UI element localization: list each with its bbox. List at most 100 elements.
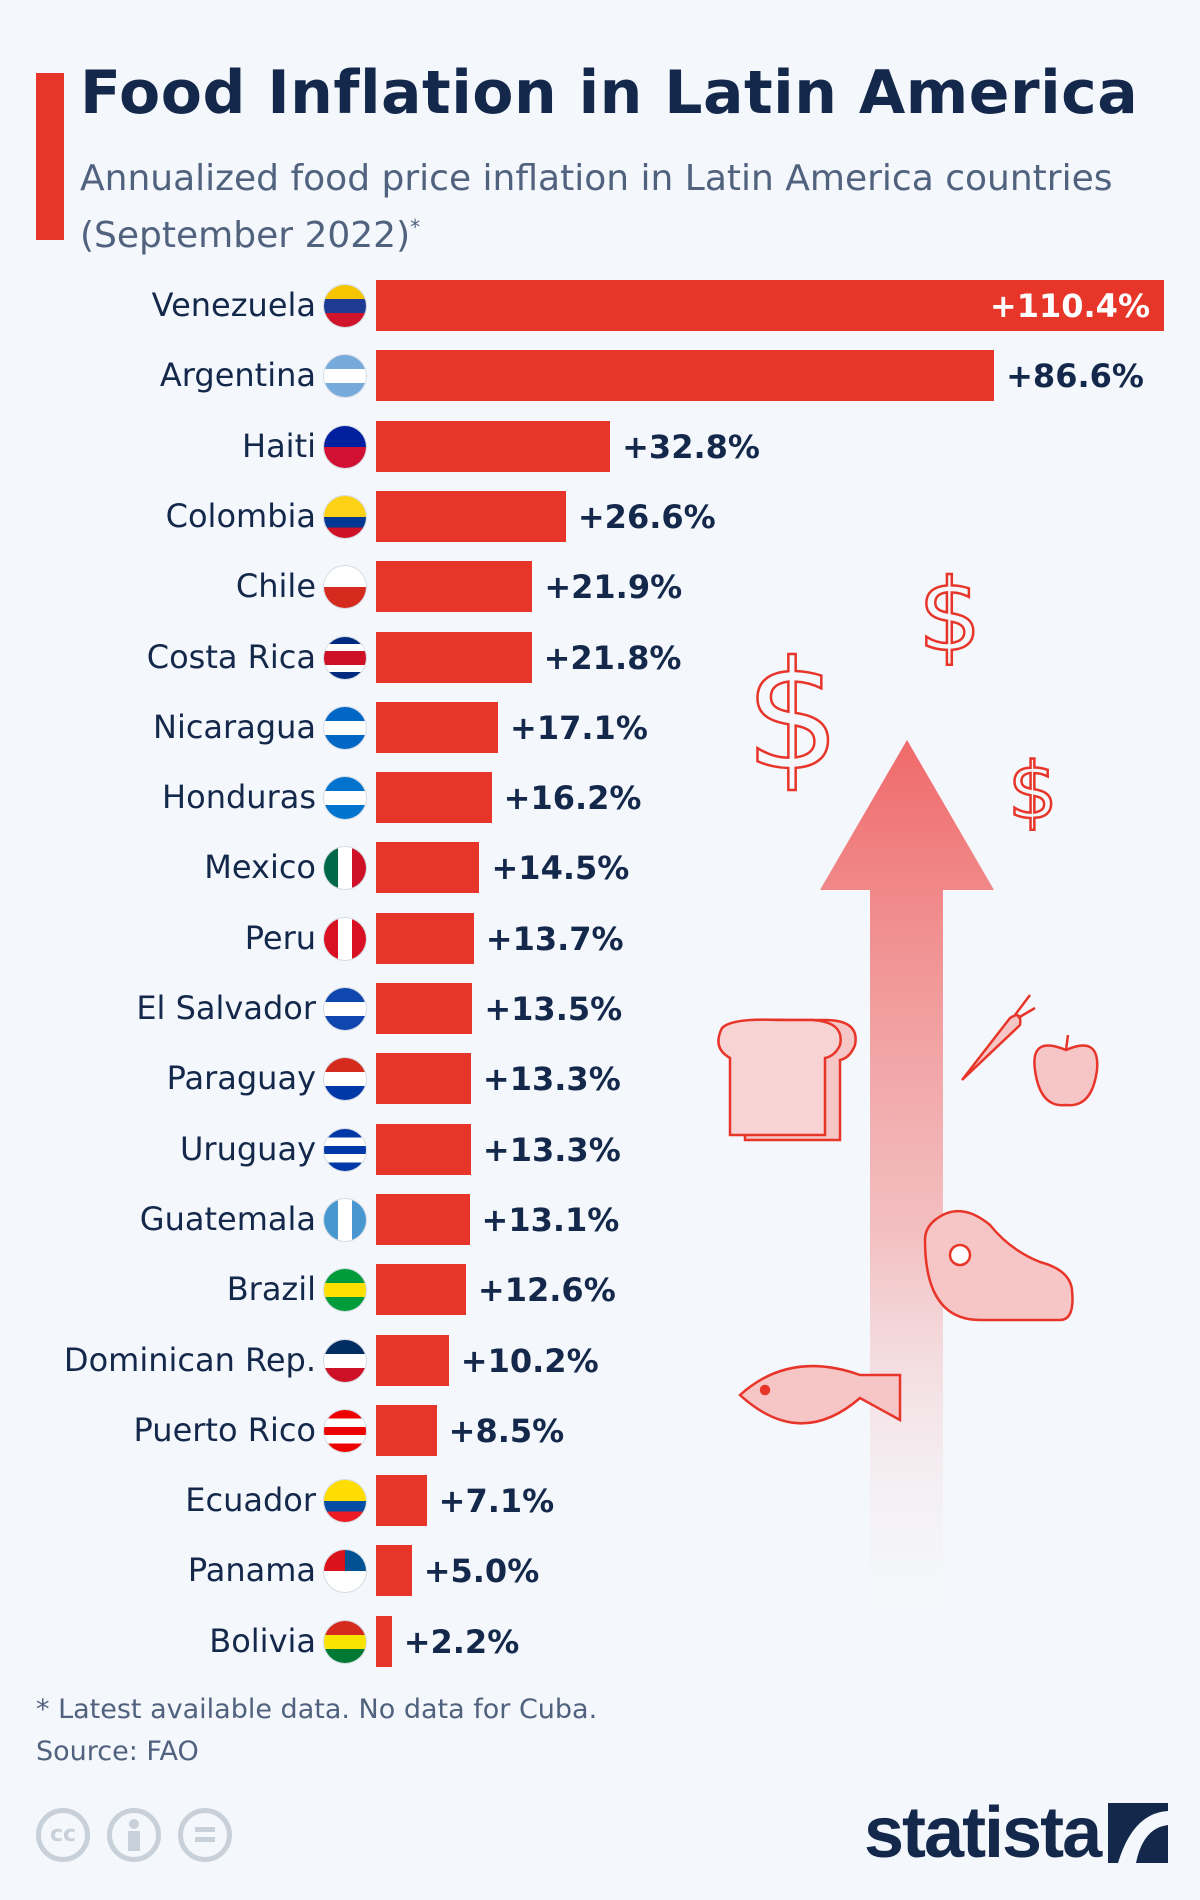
value-label: +32.8% (622, 427, 760, 466)
category-label: Panama (187, 1551, 316, 1590)
bar-row: Paraguay +13.3% (0, 1053, 1200, 1105)
value-label: +21.9% (544, 568, 683, 607)
flag-icon (324, 917, 366, 960)
flag-icon (324, 1269, 366, 1312)
bar (376, 1264, 466, 1316)
up-arrow-icon (820, 740, 994, 1640)
flag-icon (324, 706, 366, 749)
value-label: +14.5% (491, 849, 630, 888)
value-label: +26.6% (577, 497, 716, 536)
bar-row: Costa Rica +21.8% (0, 631, 1200, 684)
value-label: +17.1% (510, 708, 648, 747)
flag-icon (324, 1128, 366, 1171)
chart-subtitle: Annualized food price inflation in Latin… (80, 154, 1160, 260)
subtitle-text: Annualized food price inflation in Latin… (80, 158, 1113, 256)
bread-icon (717, 1018, 857, 1142)
bar-row: Mexico +14.5% (0, 842, 1200, 894)
category-label: Chile (235, 567, 316, 606)
bar (376, 350, 995, 402)
flag-icon (324, 1409, 366, 1452)
category-label: Honduras (162, 778, 316, 817)
equals-icon (195, 1827, 215, 1842)
bar-row: Honduras +16.2% (0, 772, 1200, 824)
bar (376, 912, 474, 964)
value-label: +13.3% (482, 1130, 621, 1169)
flag-icon (324, 1550, 366, 1593)
attribution-icon[interactable] (107, 1808, 161, 1862)
flag-icon (324, 1339, 366, 1382)
apple-icon (1033, 1034, 1099, 1107)
bar (376, 631, 532, 683)
bar-row: Colombia +26.6% (0, 490, 1200, 543)
value-label: +13.7% (485, 919, 624, 958)
no-derivatives-icon[interactable] (178, 1808, 232, 1862)
value-label: +13.3% (482, 1060, 621, 1099)
category-label: Bolivia (209, 1621, 316, 1660)
bar-row: Argentina +86.6% (0, 350, 1200, 402)
bar-row: Nicaragua +17.1% (0, 701, 1200, 754)
category-label: Nicaragua (153, 707, 316, 746)
bar (376, 842, 480, 894)
flag-icon (324, 1198, 366, 1241)
logo-text: statista (864, 1793, 1102, 1873)
cc-icon[interactable]: cc (36, 1808, 90, 1862)
value-label: +13.5% (484, 990, 623, 1028)
svg-text:$: $ (745, 630, 840, 804)
flag-icon (324, 425, 366, 468)
footnote: * Latest available data. No data for Cub… (36, 1694, 598, 1725)
value-label: +16.2% (503, 779, 642, 818)
bar (376, 1615, 392, 1667)
flag-icon (324, 988, 366, 1030)
bar (376, 420, 611, 472)
bar-row: Venezuela +110.4% (0, 280, 1200, 332)
category-label: Colombia (165, 496, 316, 535)
value-label: +7.1% (438, 1482, 555, 1521)
flag-icon (324, 847, 366, 890)
statista-logo-mark-icon (1108, 1803, 1169, 1863)
svg-text:$: $ (1008, 747, 1058, 837)
value-label: +8.5% (448, 1411, 565, 1450)
bar-chart: Venezuela +110.4% Argentina +86.6% Haiti +32.… (0, 280, 1200, 1667)
bar (376, 490, 566, 542)
flag-icon (324, 566, 366, 609)
bar (376, 772, 492, 824)
bar (376, 1053, 471, 1105)
flag-icon (324, 636, 366, 679)
chart-title: Food Inflation in Latin America (80, 58, 1139, 128)
bar-row: El Salvador +13.5% (0, 983, 1200, 1035)
bar (376, 280, 1164, 331)
bar-row: Guatemala +13.1% (0, 1193, 1200, 1246)
bar-row: Dominican Rep. +10.2% (0, 1334, 1200, 1387)
flag-icon (324, 1480, 366, 1523)
flag-icon (324, 1058, 366, 1101)
bar-row: Brazil +12.6% (0, 1264, 1200, 1316)
statista-logo[interactable]: statista (864, 1792, 1169, 1874)
bar-row: Chile +21.9% (0, 561, 1200, 613)
value-label: +5.0% (423, 1552, 540, 1591)
value-label: +110.4% (989, 287, 1150, 325)
value-label: +10.2% (460, 1341, 599, 1380)
carrot-icon (961, 994, 1036, 1081)
category-label: Uruguay (180, 1129, 316, 1168)
bar-row: Uruguay +13.3% (0, 1123, 1200, 1176)
category-label: Paraguay (166, 1059, 316, 1098)
category-label: Guatemala (139, 1199, 316, 1238)
bar (376, 1334, 449, 1386)
bar-row: Peru +13.7% (0, 912, 1200, 965)
bar-row: Ecuador +7.1% (0, 1475, 1200, 1527)
bar (376, 701, 499, 753)
flag-icon (324, 777, 366, 820)
value-label: +2.2% (403, 1622, 520, 1661)
flag-icon (324, 1620, 366, 1663)
svg-text:$: $ (918, 557, 982, 674)
bar (376, 1404, 437, 1456)
bar (376, 1123, 471, 1175)
value-label: +86.6% (1006, 357, 1144, 396)
bar (376, 983, 473, 1034)
bar (376, 1193, 470, 1245)
person-icon (128, 1819, 140, 1851)
bar-row: Puerto Rico +8.5% (0, 1404, 1200, 1457)
subtitle-footnote-mark: * (410, 215, 421, 239)
category-label: Puerto Rico (133, 1410, 316, 1449)
